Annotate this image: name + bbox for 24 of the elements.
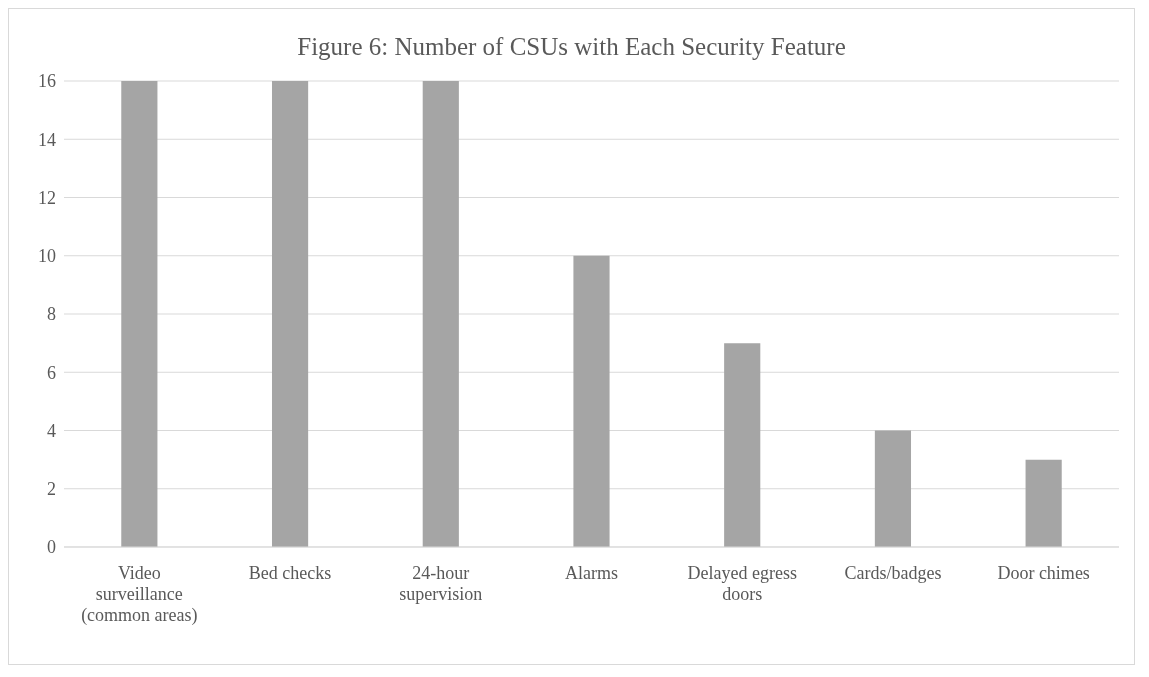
bar <box>874 430 912 547</box>
y-tick-label: 12 <box>38 187 56 208</box>
y-tick-label: 2 <box>47 479 56 500</box>
y-tick-label: 14 <box>38 129 56 150</box>
y-tick-label: 6 <box>47 362 56 383</box>
y-tick-label: 16 <box>38 71 56 92</box>
y-tick-label: 0 <box>47 537 56 558</box>
bar <box>271 81 309 547</box>
x-tick-label: Door chimes <box>997 563 1090 584</box>
bar <box>121 81 158 547</box>
x-tick-label: 24-hour supervision <box>399 563 483 604</box>
y-tick-label: 8 <box>47 304 56 325</box>
bar <box>422 81 459 547</box>
x-tick-label: Alarms <box>565 563 618 584</box>
chart-title: Figure 6: Number of CSUs with Each Security Feature <box>296 33 847 62</box>
bar <box>1025 459 1062 547</box>
x-tick-label: Cards/badges <box>844 563 942 584</box>
y-tick-label: 10 <box>38 246 56 267</box>
bar <box>573 255 610 547</box>
x-tick-label: Video surveillance (common areas) <box>81 563 198 626</box>
bar <box>724 343 761 547</box>
y-tick-label: 4 <box>47 420 56 441</box>
x-tick-label: Bed checks <box>248 563 332 584</box>
x-tick-label: Delayed egress doors <box>687 563 797 604</box>
